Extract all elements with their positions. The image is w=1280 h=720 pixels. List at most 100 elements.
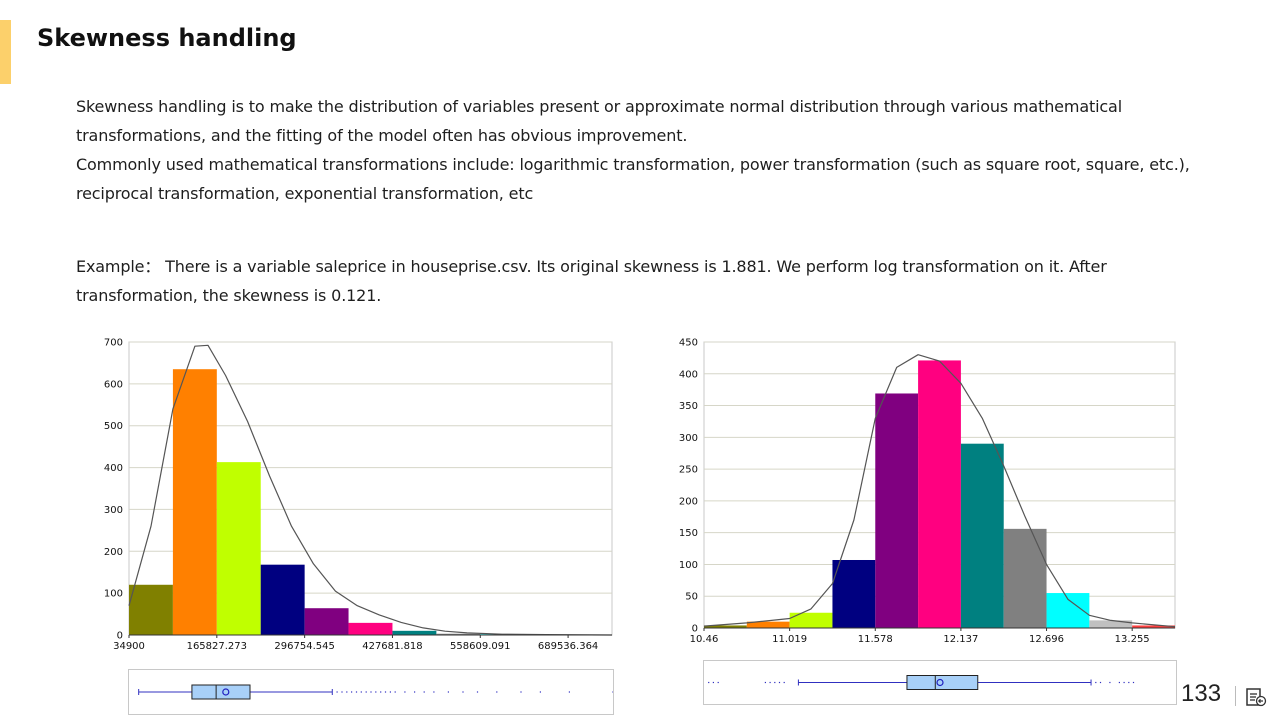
histogram-bar xyxy=(260,564,305,635)
boxplot-outlier xyxy=(774,681,776,684)
boxplot-outlier xyxy=(336,691,338,693)
page-number: 133 xyxy=(1181,680,1222,707)
histogram-bar xyxy=(1132,625,1175,628)
x-tick-label: 11.019 xyxy=(772,634,807,645)
boxplot-mean-marker xyxy=(222,688,230,696)
boxplot-outlier xyxy=(769,681,771,684)
boxplot-outlier xyxy=(414,691,416,693)
boxplot-outlier xyxy=(496,691,498,693)
boxplot-outlier xyxy=(394,691,396,693)
boxplot-outlier xyxy=(1099,681,1102,684)
exit-slide-icon[interactable] xyxy=(1245,686,1267,708)
boxplot-outlier xyxy=(447,691,449,693)
boxplot-outlier xyxy=(1128,681,1130,684)
log-saleprice-boxplot-panel xyxy=(703,660,1177,705)
histogram-bar xyxy=(918,360,961,628)
y-tick-label: 400 xyxy=(104,463,123,474)
x-tick-label: 13.255 xyxy=(1115,634,1150,645)
boxplot-outlier xyxy=(717,681,719,684)
boxplot-outlier xyxy=(1095,681,1097,684)
x-tick-label: 10.46 xyxy=(690,634,719,645)
log-saleprice-boxplot xyxy=(708,675,1135,690)
boxplot-outlier xyxy=(520,691,522,693)
histogram-bar xyxy=(746,621,790,628)
x-tick-label: 165827.273 xyxy=(187,641,247,652)
boxplot-mean-marker xyxy=(936,678,944,687)
y-tick-label: 0 xyxy=(117,631,123,642)
boxplot-outlier xyxy=(708,681,710,684)
example-text: Example： There is a variable saleprice i… xyxy=(76,252,1216,310)
boxplot-outlier xyxy=(365,691,367,693)
x-tick-label: 11.578 xyxy=(858,634,893,645)
histogram-bar xyxy=(960,443,1004,628)
y-tick-label: 600 xyxy=(104,379,123,390)
histogram-bar xyxy=(129,584,173,635)
y-tick-label: 700 xyxy=(104,338,123,349)
y-tick-label: 350 xyxy=(679,401,698,412)
y-tick-label: 450 xyxy=(679,338,698,349)
boxplot-outlier xyxy=(1132,681,1135,684)
log-saleprice-histogram: 0 50 100 150 200 250 300 350 400 450 10.46 11.019 11… xyxy=(679,338,1176,645)
boxplot-outlier xyxy=(423,691,425,693)
y-tick-label: 100 xyxy=(104,589,123,600)
histogram-bar xyxy=(304,608,349,635)
histogram-bar xyxy=(704,625,747,628)
density-curve xyxy=(128,344,613,636)
histogram-bar xyxy=(392,630,437,635)
boxplot-outlier xyxy=(1118,681,1120,684)
x-tick-label: 12.137 xyxy=(943,634,978,645)
boxplot-outlier xyxy=(612,691,614,693)
boxplot-outlier xyxy=(462,691,464,693)
histogram-bar xyxy=(172,369,217,635)
saleprice-histogram: 0 100 200 300 400 500 600 700 34900 165827.273 296… xyxy=(104,338,613,652)
histogram-bar xyxy=(1003,528,1047,628)
boxplot-outlier xyxy=(380,691,382,693)
boxplot-outlier xyxy=(355,691,358,693)
boxplot-outlier xyxy=(351,691,353,693)
y-tick-label: 0 xyxy=(692,624,698,635)
intro-paragraph-1: Skewness handling is to make the distrib… xyxy=(76,97,1122,145)
x-tick-label: 689536.364 xyxy=(538,641,598,652)
boxplot-box xyxy=(191,684,251,700)
boxplot-box xyxy=(906,675,979,690)
x-tick-label: 34900 xyxy=(113,641,145,652)
y-tick-label: 50 xyxy=(685,592,698,603)
boxplot-outlier xyxy=(539,691,541,693)
boxplot-outlier xyxy=(389,691,391,693)
histogram-bar xyxy=(436,633,481,635)
boxplot-outlier xyxy=(360,691,362,693)
boxplot-outlier xyxy=(1109,681,1111,684)
boxplot-outlier xyxy=(778,681,781,684)
y-tick-label: 150 xyxy=(679,528,698,539)
histogram-bar xyxy=(1089,620,1133,628)
x-tick-label: 12.696 xyxy=(1029,634,1064,645)
y-tick-label: 200 xyxy=(104,547,123,558)
boxplot-outlier xyxy=(384,691,387,693)
histogram-bar xyxy=(789,612,833,628)
example-paragraph: Example： There is a variable saleprice i… xyxy=(76,257,1107,305)
intro-paragraph-2: Commonly used mathematical transformatio… xyxy=(76,155,1190,203)
boxplot-outlier xyxy=(346,691,348,693)
y-tick-label: 200 xyxy=(679,496,698,507)
boxplot-outlier xyxy=(783,681,785,684)
y-tick-label: 250 xyxy=(679,465,698,476)
x-tick-label: 427681.818 xyxy=(362,641,422,652)
y-tick-label: 500 xyxy=(104,421,123,432)
density-curve xyxy=(703,354,1176,628)
histogram-bar xyxy=(216,462,261,635)
boxplot-outlier xyxy=(1123,681,1125,684)
boxplot-outlier xyxy=(433,691,435,693)
boxplot-outlier xyxy=(404,691,406,693)
page-number-divider xyxy=(1235,686,1236,706)
histogram-bar xyxy=(832,559,876,628)
title-accent-bar xyxy=(0,20,11,84)
slide-title: Skewness handling xyxy=(37,24,297,52)
boxplot-outlier xyxy=(476,691,479,693)
boxplot-outlier xyxy=(341,691,343,693)
boxplot-outlier xyxy=(764,681,766,684)
histogram-bar xyxy=(348,622,393,635)
y-tick-label: 300 xyxy=(679,433,698,444)
intro-text: Skewness handling is to make the distrib… xyxy=(76,92,1216,208)
histogram-bar xyxy=(875,393,919,628)
boxplot-outlier xyxy=(568,691,570,693)
